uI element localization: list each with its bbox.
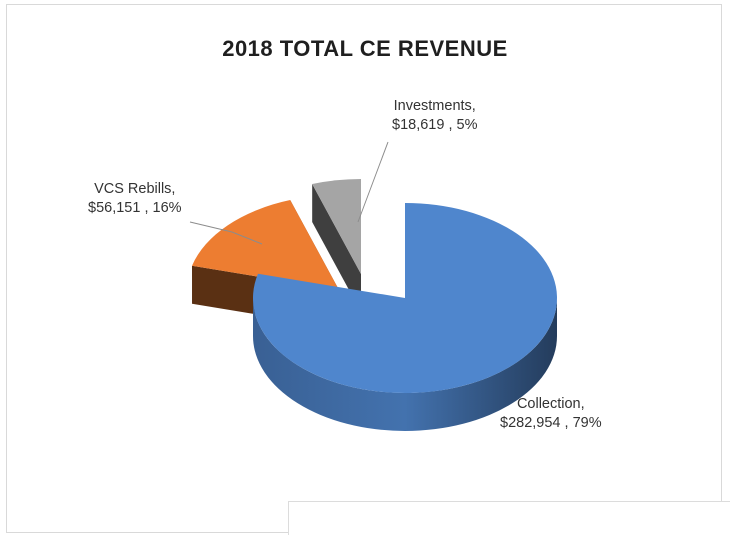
label-investments-value: $18,619 , 5%	[392, 117, 478, 133]
pie-slice-side	[253, 298, 557, 431]
leader-line-vcs-rebills	[189, 221, 263, 245]
label-investments-name: Investments,	[393, 98, 476, 114]
label-investments: Investments, $18,619 , 5%	[392, 97, 477, 135]
pie-slice-top	[312, 179, 361, 274]
label-vcs-rebills-name: VCS Rebills,	[94, 181, 176, 197]
label-vcs-rebills-value: $56,151 , 16%	[88, 200, 182, 216]
label-collection-name: Collection,	[516, 396, 585, 412]
pie-slice-investments	[312, 179, 361, 312]
pie-slice-collection	[252, 203, 557, 431]
label-collection-value: $282,954 , 79%	[500, 415, 602, 431]
label-collection: Collection, $282,954 , 79%	[500, 395, 602, 433]
label-vcs-rebills: VCS Rebills, $56,151 , 16%	[88, 180, 182, 218]
chart-title: 2018 TOTAL CE REVENUE	[222, 36, 508, 61]
adjacent-panel	[288, 501, 730, 535]
leader-line-investments	[357, 141, 389, 223]
pie-slice-cut-face	[312, 184, 361, 312]
pie-slice-top	[192, 200, 339, 290]
pie-slice-top	[252, 203, 557, 393]
